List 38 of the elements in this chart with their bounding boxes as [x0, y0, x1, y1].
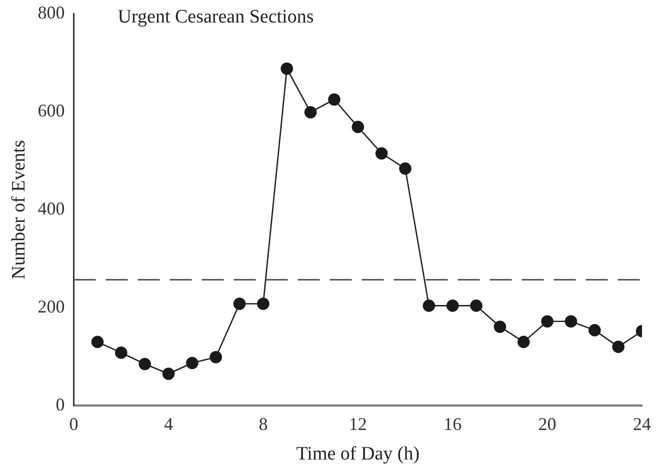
x-tick-label: 20 — [538, 414, 556, 434]
x-tick-label: 8 — [258, 414, 268, 434]
point — [494, 320, 506, 333]
point — [304, 106, 317, 118]
x-tick-label: 12 — [348, 414, 367, 434]
point — [612, 340, 624, 353]
point — [280, 62, 294, 75]
point — [352, 120, 364, 134]
chart-title: Urgent Cesarean Sections — [118, 6, 314, 28]
x-tick-label: 0 — [69, 414, 78, 434]
y-tick-label: 800 — [38, 2, 65, 23]
x-axis-title: Time of Day (h) — [296, 444, 420, 465]
point — [115, 346, 128, 359]
point — [375, 147, 388, 160]
point — [257, 298, 270, 310]
point — [138, 358, 151, 370]
point — [517, 336, 530, 348]
point — [162, 368, 175, 380]
y-tick-label: 200 — [38, 296, 65, 316]
x-tick-label: 4 — [164, 414, 173, 434]
y-axis-title: Number of Events — [8, 140, 30, 280]
point — [186, 356, 198, 370]
point — [210, 350, 222, 364]
point — [422, 300, 436, 312]
point — [446, 300, 459, 312]
point — [91, 336, 104, 348]
point — [588, 324, 601, 336]
point — [328, 93, 340, 106]
x-tick-label: 24 — [633, 414, 651, 434]
point — [233, 298, 246, 310]
x-tick-label: 16 — [444, 414, 462, 434]
point — [541, 315, 554, 328]
y-tick-label: 600 — [38, 100, 65, 120]
point — [564, 315, 578, 328]
y-tick-label: 0 — [56, 394, 65, 414]
y-tick-label: 400 — [38, 198, 65, 218]
point — [399, 162, 412, 175]
point — [470, 300, 482, 312]
